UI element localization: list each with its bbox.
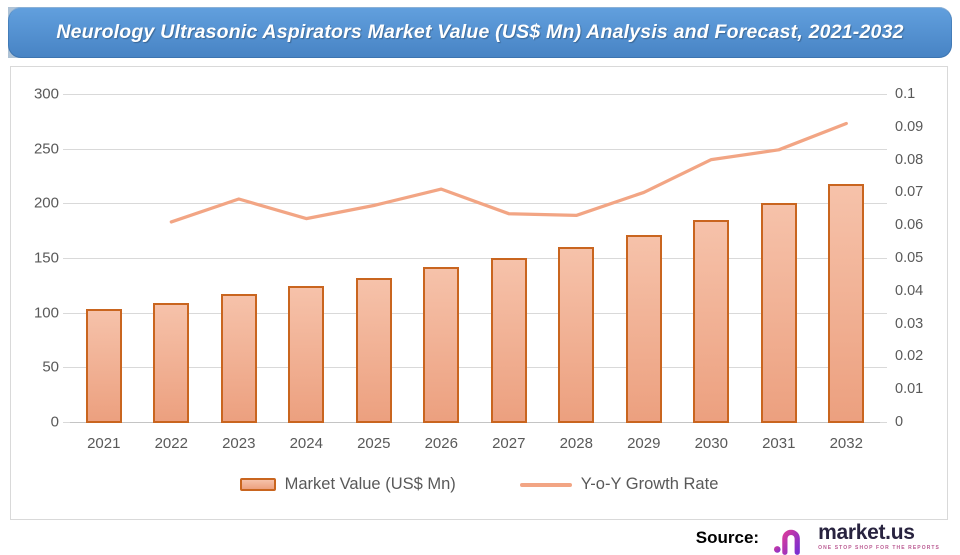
y-axis-right-label: 0.02 bbox=[895, 348, 924, 365]
chart-title: Neurology Ultrasonic Aspirators Market V… bbox=[56, 21, 904, 43]
y-axis-right-label: 0.07 bbox=[895, 184, 924, 201]
left-tick-0 bbox=[63, 422, 70, 423]
y-axis-right-label: 0.09 bbox=[895, 118, 924, 135]
left-tick-300 bbox=[63, 94, 70, 95]
y-axis-right-label: 0.04 bbox=[895, 282, 924, 299]
x-axis-label-2025: 2025 bbox=[357, 435, 391, 452]
source-label: Source: bbox=[695, 528, 760, 547]
y-axis-right-label: 0.03 bbox=[895, 315, 924, 332]
right-tick-250 bbox=[880, 149, 887, 150]
right-tick-50 bbox=[880, 367, 887, 368]
gridline-300 bbox=[70, 94, 880, 95]
left-tick-150 bbox=[63, 258, 70, 259]
right-tick-150 bbox=[880, 258, 887, 259]
right-tick-100 bbox=[880, 313, 887, 314]
legend-line-label: Y-o-Y Growth Rate bbox=[580, 475, 719, 493]
right-tick-200 bbox=[880, 203, 887, 204]
bar-2021 bbox=[85, 309, 122, 423]
legend-item-growth-rate: Y-o-Y Growth Rate bbox=[519, 475, 719, 494]
gridline-200 bbox=[70, 203, 880, 204]
marketus-logo: market.us ONE STOP SHOP FOR THE REPORTS bbox=[773, 522, 940, 555]
x-axis-label-2021: 2021 bbox=[87, 435, 121, 452]
y-axis-right-label: 0.05 bbox=[895, 250, 924, 266]
legend: Market Value (US$ Mn) Y-o-Y Growth Rate bbox=[11, 475, 947, 494]
gridline-250 bbox=[70, 149, 880, 150]
gridline-100 bbox=[70, 313, 880, 314]
left-tick-50 bbox=[63, 367, 70, 368]
bar-2025 bbox=[355, 277, 392, 423]
y-axis-left-label: 300 bbox=[33, 85, 59, 103]
y-axis-right-label: 0.08 bbox=[895, 151, 924, 168]
bar-2026 bbox=[423, 266, 460, 423]
chart-panel: 0 50 100 150 200 250 300 0 0.01 0.02 0.03 0.04 0.05 0… bbox=[10, 66, 948, 520]
left-tick-200 bbox=[63, 203, 70, 204]
bar-2031 bbox=[760, 203, 797, 423]
legend-line-swatch bbox=[519, 482, 572, 487]
bar-2027 bbox=[490, 258, 527, 423]
y-axis-left-label: 100 bbox=[33, 304, 59, 322]
x-axis-label-2026: 2026 bbox=[424, 435, 458, 452]
logo-tagline-text: ONE STOP SHOP FOR THE REPORTS bbox=[818, 544, 940, 551]
gridline-50 bbox=[70, 367, 880, 368]
marketus-logo-icon bbox=[774, 523, 810, 555]
y-axis-left-label: 200 bbox=[33, 194, 59, 212]
y-axis-right-label: 0 bbox=[895, 414, 904, 430]
gridline-150 bbox=[70, 258, 880, 259]
y-axis-right-label: 0.06 bbox=[895, 217, 924, 234]
left-tick-250 bbox=[63, 149, 70, 150]
chart-title-banner: Neurology Ultrasonic Aspirators Market V… bbox=[8, 7, 952, 58]
y-axis-right-label: 0.01 bbox=[895, 381, 924, 398]
bar-2030 bbox=[693, 219, 730, 423]
bar-2032 bbox=[828, 183, 865, 423]
plot-area: 0 50 100 150 200 250 300 0 0.01 0.02 0.03 0.04 0.05 0… bbox=[11, 67, 947, 519]
x-axis-label-2028: 2028 bbox=[559, 435, 593, 452]
legend-item-market-value: Market Value (US$ Mn) bbox=[239, 475, 456, 494]
left-tick-100 bbox=[63, 313, 70, 314]
logo-text-block: market.us ONE STOP SHOP FOR THE REPORTS bbox=[818, 522, 940, 551]
gridline-0 bbox=[70, 422, 880, 423]
bar-2029 bbox=[625, 235, 662, 423]
y-axis-right-label: 0.1 bbox=[895, 86, 916, 102]
source-row: Source: market.us ONE STOP SHOP FOR THE … bbox=[695, 522, 940, 555]
bar-2022 bbox=[153, 302, 190, 423]
x-axis-label-2030: 2030 bbox=[694, 435, 728, 452]
x-axis-label-2031: 2031 bbox=[762, 435, 796, 452]
logo-brand-text: market.us bbox=[818, 520, 915, 544]
x-axis-label-2022: 2022 bbox=[154, 435, 188, 452]
x-axis-label-2027: 2027 bbox=[492, 435, 526, 452]
y-axis-left-label: 0 bbox=[50, 413, 59, 431]
right-tick-300 bbox=[880, 94, 887, 95]
bar-2028 bbox=[558, 247, 595, 423]
bar-2023 bbox=[220, 294, 257, 423]
x-axis-label-2032: 2032 bbox=[829, 435, 863, 452]
right-tick-0 bbox=[880, 422, 887, 423]
x-axis-label-2024: 2024 bbox=[289, 435, 323, 452]
x-axis-label-2029: 2029 bbox=[627, 435, 661, 452]
x-axis-label-2023: 2023 bbox=[222, 435, 256, 452]
y-axis-left-label: 150 bbox=[33, 249, 59, 267]
y-axis-left-label: 250 bbox=[33, 140, 59, 158]
legend-bar-swatch bbox=[239, 478, 276, 491]
y-axis-left-label: 50 bbox=[42, 358, 59, 376]
bar-2024 bbox=[288, 286, 325, 423]
legend-bar-label: Market Value (US$ Mn) bbox=[284, 475, 456, 493]
